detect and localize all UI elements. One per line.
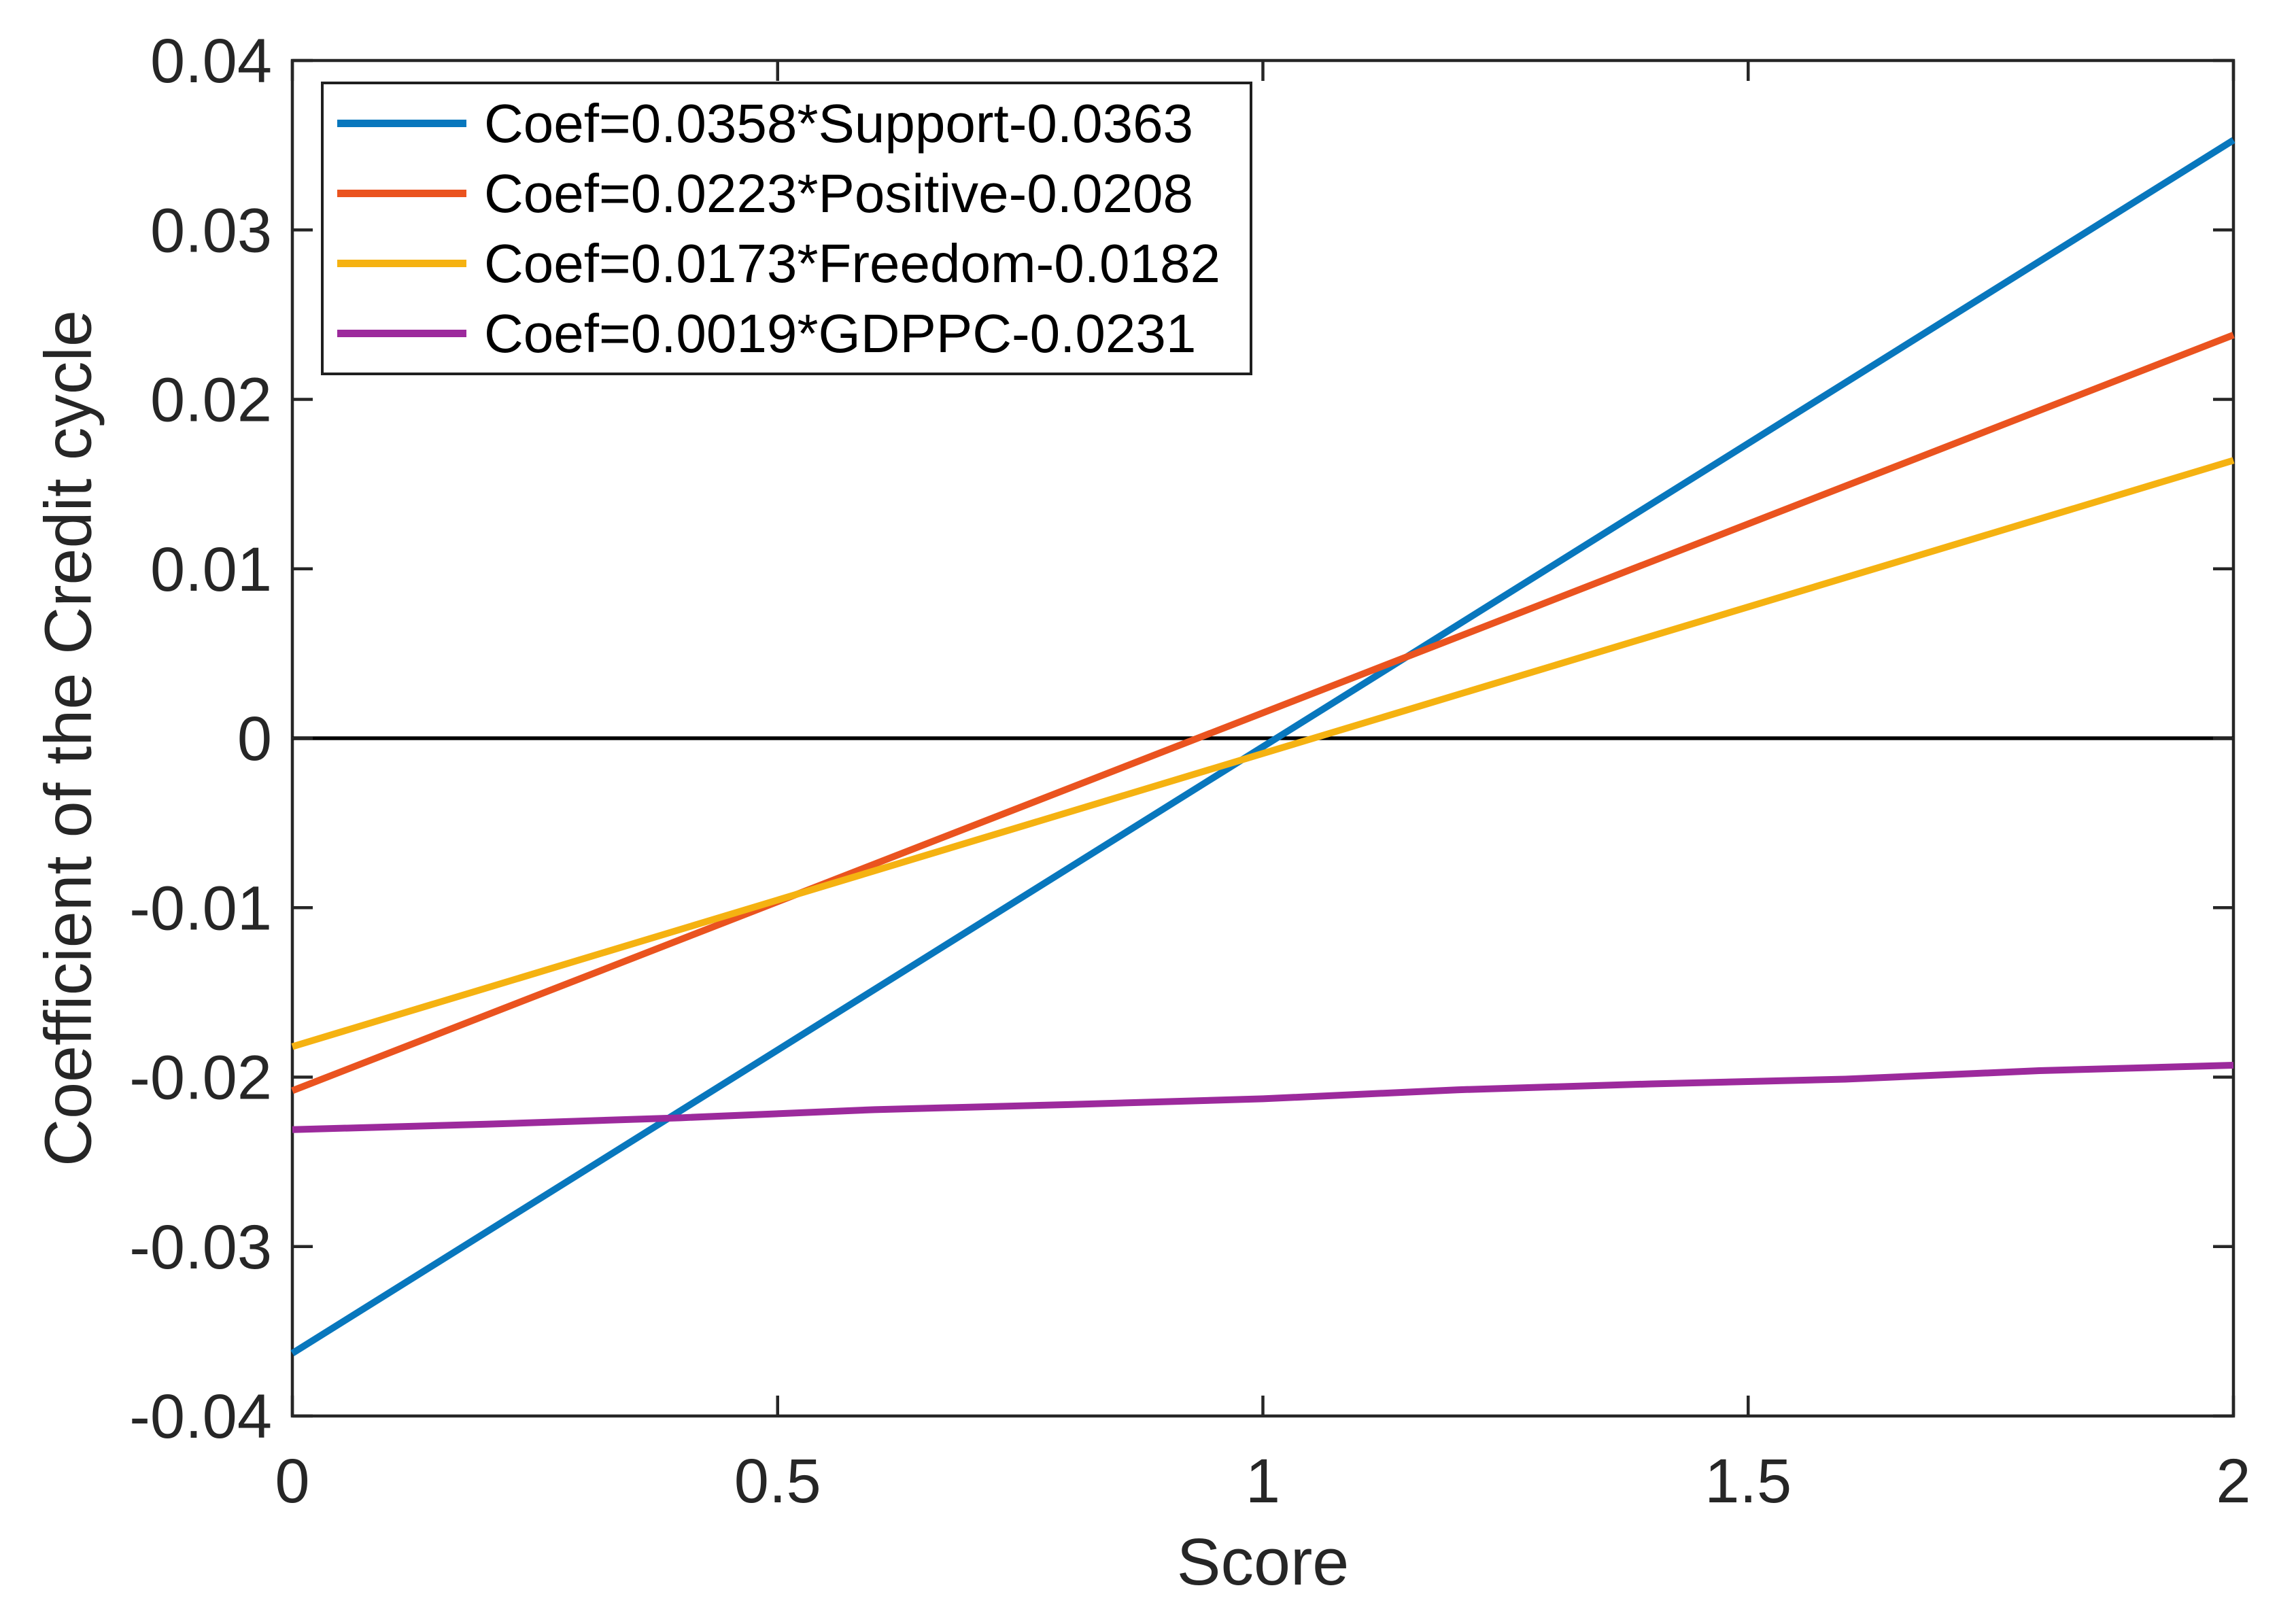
x-tick-label: 0.5 bbox=[734, 1447, 821, 1516]
series-line-freedom bbox=[291, 457, 2235, 1050]
y-tick-label: -0.04 bbox=[129, 1382, 272, 1451]
y-tick-label: 0.01 bbox=[150, 535, 272, 604]
legend-item-label: Coef=0.0358*Support-0.0363 bbox=[484, 92, 1194, 154]
y-tick-label: -0.02 bbox=[129, 1043, 272, 1113]
x-axis-title: Score bbox=[1176, 1525, 1350, 1599]
y-tick-label: -0.03 bbox=[129, 1213, 272, 1282]
legend-item: Coef=0.0358*Support-0.0363 bbox=[324, 92, 1250, 154]
legend-item-label: Coef=0.0173*Freedom-0.0182 bbox=[484, 232, 1220, 294]
x-tick-label: 0 bbox=[275, 1447, 309, 1516]
series-line-positive bbox=[291, 332, 2235, 1094]
legend-item-label: Coef=0.0019*GDPPC-0.0231 bbox=[484, 303, 1197, 364]
y-tick-label: 0.03 bbox=[150, 196, 272, 265]
legend-line-swatch bbox=[337, 120, 466, 127]
x-tick-label: 1 bbox=[1246, 1447, 1280, 1516]
y-tick-label: -0.01 bbox=[129, 874, 272, 943]
legend-item: Coef=0.0173*Freedom-0.0182 bbox=[324, 232, 1250, 294]
y-tick-label: 0.04 bbox=[150, 27, 272, 96]
y-axis-title: Coefficient of the Credit cycle bbox=[31, 310, 105, 1167]
legend-line-swatch bbox=[337, 330, 466, 337]
series-line-gdppc bbox=[292, 1062, 2234, 1133]
legend-item-label: Coef=0.0223*Positive-0.0208 bbox=[484, 162, 1193, 224]
legend-item: Coef=0.0223*Positive-0.0208 bbox=[324, 162, 1250, 224]
series-line-support bbox=[290, 137, 2235, 1357]
legend-item: Coef=0.0019*GDPPC-0.0231 bbox=[324, 303, 1250, 364]
y-tick-label: 0.02 bbox=[150, 366, 272, 435]
legend-line-swatch bbox=[337, 260, 466, 267]
y-tick-label: 0 bbox=[237, 704, 272, 774]
legend-line-swatch bbox=[337, 190, 466, 197]
x-tick-label: 1.5 bbox=[1704, 1447, 1792, 1516]
x-tick-label: 2 bbox=[2216, 1447, 2250, 1516]
legend: Coef=0.0358*Support-0.0363 Coef=0.0223*P… bbox=[321, 82, 1252, 375]
